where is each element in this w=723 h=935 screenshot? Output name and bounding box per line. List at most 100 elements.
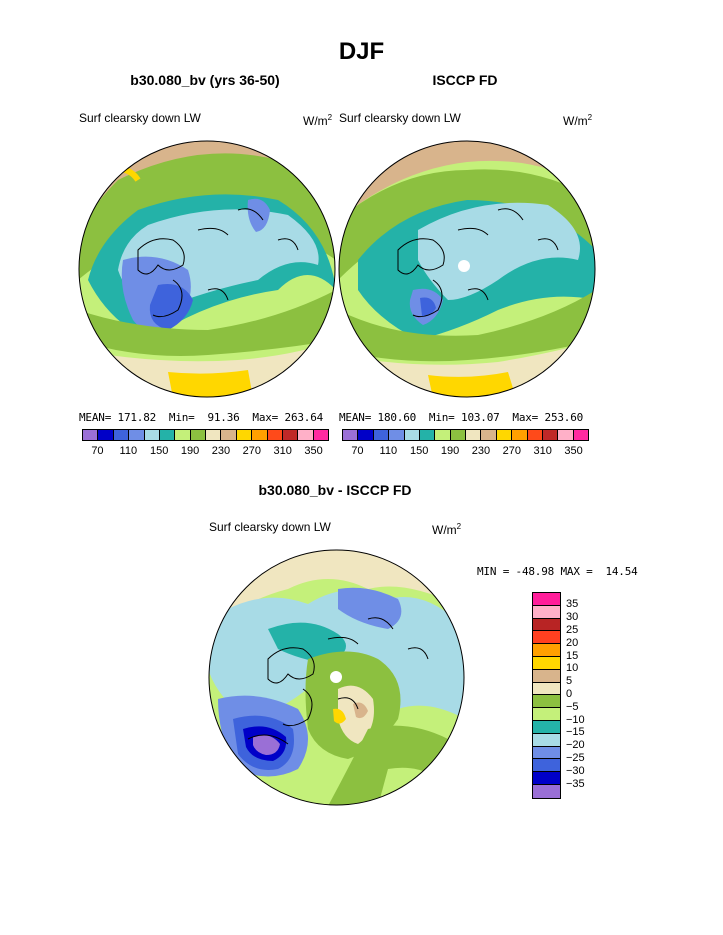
panel-3-colorbar [532, 592, 561, 799]
panel-2-colorbar [342, 429, 589, 441]
panel-3-map [208, 549, 465, 806]
panel-2-colorbar-tick-label: 150 [410, 445, 429, 457]
panel-1-colorbar-tick-label: 190 [180, 445, 200, 457]
panel-3-colorbar-label: 10 [566, 662, 579, 675]
panel-2-variable: Surf clearsky down LW [339, 111, 461, 125]
panel-3-units: W/m2 [432, 522, 462, 537]
panel-2-colorbar-tick-label: 70 [351, 445, 364, 457]
panel-3-colorbar-cell [533, 759, 560, 773]
panel-2-units: W/m2 [563, 113, 593, 128]
panel-1-colorbar-cell [190, 430, 206, 440]
panel-1-colorbar-cell [282, 430, 299, 440]
panel-3-colorbar-label: −5 [566, 700, 579, 713]
panel-3-colorbar-cell [533, 593, 560, 606]
panel-3-colorbar-label: 15 [566, 649, 579, 662]
panel-1-colorbar-tick-label: 310 [273, 445, 292, 457]
panel-1-colorbar-cell [129, 430, 145, 440]
panel-1-colorbar-tick-label: 110 [119, 445, 138, 457]
panel-2-colorbar-cell [343, 430, 359, 440]
panel-1-variable: Surf clearsky down LW [79, 111, 201, 125]
panel-3-colorbar-cell [533, 631, 560, 645]
panel-2-colorbar-cell [419, 430, 436, 440]
panel-1-colorbar-cell [159, 430, 176, 440]
panel-1-colorbar-cell [113, 430, 130, 440]
panel-3-colorbar-cell [533, 784, 560, 798]
panel-2-colorbar-tick-label: 230 [471, 445, 491, 457]
panel-1-colorbar-cell [144, 430, 160, 440]
panel-1-colorbar-cell [221, 430, 237, 440]
panel-1-colorbar-cell [175, 430, 191, 440]
panel-2-colorbar-cell [450, 430, 466, 440]
panel-2-colorbar-cell [542, 430, 559, 440]
panel-2-colorbar-tick-label: 270 [502, 445, 521, 457]
panel-3-colorbar-label: 35 [566, 598, 579, 611]
panel-2-colorbar-cell [573, 430, 588, 440]
panel-1-colorbar-tick-label: 270 [242, 445, 261, 457]
panel-2-colorbar-cell [435, 430, 451, 440]
panel-2-colorbar-cell [496, 430, 513, 440]
panel-1-title: b30.080_bv (yrs 36-50) [130, 72, 280, 88]
panel-1-colorbar-cell [267, 430, 283, 440]
panel-2-map [338, 140, 596, 398]
panel-3-colorbar-cell [533, 708, 560, 721]
panel-1-colorbar-cell [236, 430, 253, 440]
panel-3-colorbar-cell [533, 605, 560, 619]
panel-2-colorbar-cell [373, 430, 390, 440]
panel-1-colorbar-tick-label: 230 [211, 445, 231, 457]
panel-3-colorbar-cell [533, 669, 560, 683]
panel-2-colorbar-cell [558, 430, 574, 440]
panel-3-colorbar-label: −20 [566, 739, 585, 752]
panel-3-colorbar-label: −10 [566, 713, 585, 726]
panel-1-colorbar-tick-label: 150 [150, 445, 169, 457]
panel-3-colorbar-label: −15 [566, 726, 585, 739]
panel-3-colorbar-cell [533, 656, 560, 670]
panel-2-colorbar-tick-label: 110 [379, 445, 398, 457]
panel-1-colorbar-tick-label: 350 [304, 445, 323, 457]
panel-3-colorbar-cell [533, 746, 560, 760]
panel-2-colorbar-cell [466, 430, 482, 440]
panel-3-colorbar-cell [533, 644, 560, 657]
panel-1-colorbar-cell [298, 430, 314, 440]
panel-1-colorbar-cell [98, 430, 114, 440]
panel-3-colorbar-cell [533, 695, 560, 709]
panel-1-stats: MEAN= 171.82 Min= 91.36 Max= 263.64 [79, 411, 324, 424]
panel-1-colorbar-cell [83, 430, 99, 440]
panel-3-colorbar-cell [533, 618, 560, 632]
panel-3-colorbar-label: 25 [566, 623, 579, 636]
panel-2-colorbar-cell [481, 430, 497, 440]
panel-2-colorbar-cell [358, 430, 374, 440]
panel-1-units: W/m2 [303, 113, 333, 128]
panel-2-colorbar-cell [512, 430, 528, 440]
panel-2-colorbar-cell [404, 430, 420, 440]
panel-3-colorbar-labels: 35 30 25 20 15 10 5 0 −5 −10 −15 −20 −25 −30 −35 [566, 592, 606, 797]
panel-1-colorbar-cell [313, 430, 328, 440]
panel-1-colorbar-ticks: 70 110 150 190 230 270 310 350 [82, 445, 329, 459]
panel-3-colorbar-label: −25 [566, 751, 585, 764]
panel-1-colorbar-cell [252, 430, 268, 440]
panel-1-map [78, 140, 336, 398]
panel-3-colorbar-label: −35 [566, 777, 585, 790]
panel-2-colorbar-ticks: 70 110 150 190 230 270 310 350 [342, 445, 589, 459]
panel-3-colorbar-label: 20 [566, 636, 579, 649]
panel-3-colorbar-cell [533, 733, 560, 747]
panel-2-colorbar-tick-label: 310 [533, 445, 552, 457]
panel-3-colorbar-label: −30 [566, 764, 585, 777]
panel-2-title: ISCCP FD [432, 72, 498, 88]
panel-2-colorbar-cell [527, 430, 543, 440]
panel-2-stats: MEAN= 180.60 Min= 103.07 Max= 253.60 [339, 411, 584, 424]
panel-3-variable: Surf clearsky down LW [209, 520, 331, 534]
panel-2-colorbar-cell [389, 430, 405, 440]
panel-3-colorbar-label: 5 [566, 675, 573, 688]
panel-3-colorbar-label: 30 [566, 611, 579, 624]
panel-1-colorbar-cell [206, 430, 222, 440]
panel-1-colorbar-tick-label: 70 [91, 445, 104, 457]
panel-3-colorbar-cell [533, 720, 560, 734]
panel-2-colorbar-tick-label: 190 [440, 445, 460, 457]
panel-3-colorbar-cell [533, 682, 560, 696]
panel-3-colorbar-label: 0 [566, 687, 573, 700]
panel-3-stats: MIN = -48.98 MAX = 14.54 [477, 565, 638, 578]
panel-3-title: b30.080_bv - ISCCP FD [258, 482, 412, 498]
figure-title: DJF [338, 38, 385, 65]
panel-3-colorbar-cell [533, 772, 560, 785]
panel-2-colorbar-tick-label: 350 [564, 445, 583, 457]
